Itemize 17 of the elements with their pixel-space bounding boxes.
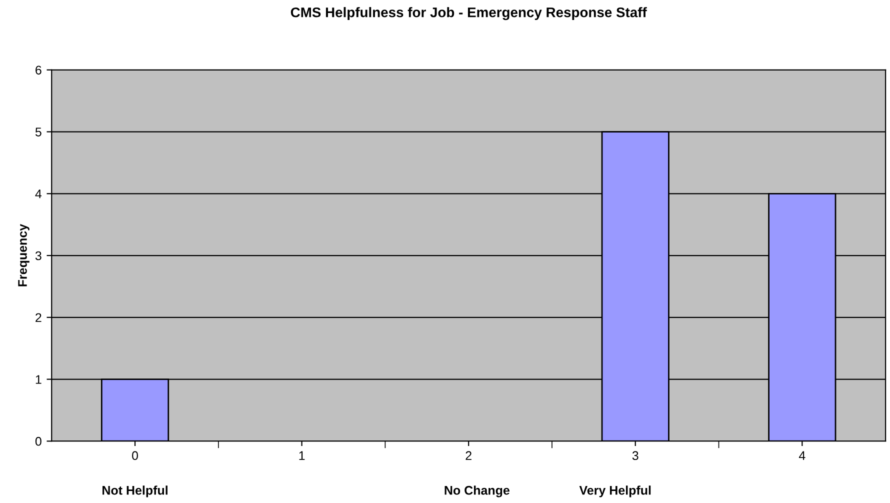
x-tick-label: 2 [466,451,472,460]
y-tick-label: 1 [36,375,42,384]
y-tick-label: 5 [35,128,42,136]
x-tick-label: 1 [299,451,305,460]
x-tick-label: 4 [798,451,806,460]
x-tick-label: 3 [632,451,638,460]
y-axis-title: Frequency [18,224,30,286]
text: Very Helpful [579,486,651,498]
text: No Change [444,486,510,498]
y-tick-label: 3 [35,251,42,260]
y-tick-label: 0 [35,436,42,446]
y-tick-label: 6 [36,66,42,75]
chart-title: CMS Helpfulness for Job - Emergency Response Staff [290,7,647,20]
y-tick-label: 4 [35,190,42,198]
x-tick-label: 0 [132,451,138,460]
text: Not Helpful [102,486,168,498]
y-tick-label: 2 [36,313,42,322]
